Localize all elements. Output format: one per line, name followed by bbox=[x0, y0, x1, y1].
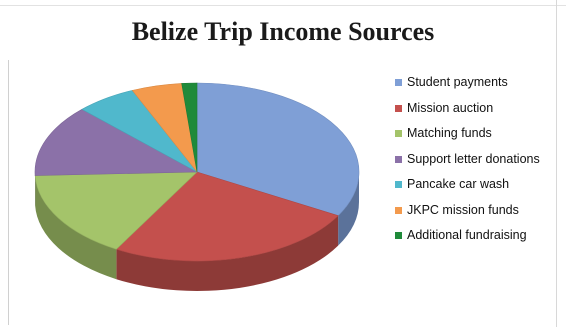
legend-swatch-3 bbox=[395, 155, 402, 163]
frame-top-border bbox=[0, 5, 566, 6]
legend-swatch-1 bbox=[395, 104, 402, 112]
pie-side-1 bbox=[116, 215, 339, 291]
legend-label-4: Pancake car wash bbox=[407, 177, 510, 191]
legend-label-0: Student payments bbox=[407, 75, 508, 89]
legend-label-1: Mission auction bbox=[407, 100, 494, 115]
legend-swatch-6 bbox=[395, 232, 402, 239]
pie-side-2 bbox=[35, 175, 117, 280]
pie-sides bbox=[35, 172, 359, 291]
pie-side-0 bbox=[338, 172, 359, 246]
legend-swatch-4 bbox=[395, 181, 402, 188]
legend-label-6: Additional fundraising bbox=[407, 228, 527, 242]
legend-swatch-5 bbox=[395, 206, 402, 214]
frame-right-border bbox=[556, 0, 557, 327]
pie-top bbox=[34, 82, 360, 262]
legend-label-2: Matching funds bbox=[407, 126, 492, 140]
legend-swatch-2 bbox=[395, 130, 402, 137]
pie-slice-1 bbox=[115, 171, 339, 262]
legend-label-5: JKPC mission funds bbox=[407, 202, 519, 217]
pie-slice-6 bbox=[181, 82, 198, 173]
legend-label-3: Support letter donations bbox=[407, 151, 540, 166]
frame-left-border bbox=[8, 60, 9, 325]
pie-slice-3 bbox=[34, 108, 199, 176]
pie-slice-0 bbox=[196, 82, 360, 217]
chart-title: Belize Trip Income Sources bbox=[131, 17, 435, 46]
pie-slice-2 bbox=[34, 171, 198, 250]
legend-swatch-0 bbox=[395, 79, 402, 86]
